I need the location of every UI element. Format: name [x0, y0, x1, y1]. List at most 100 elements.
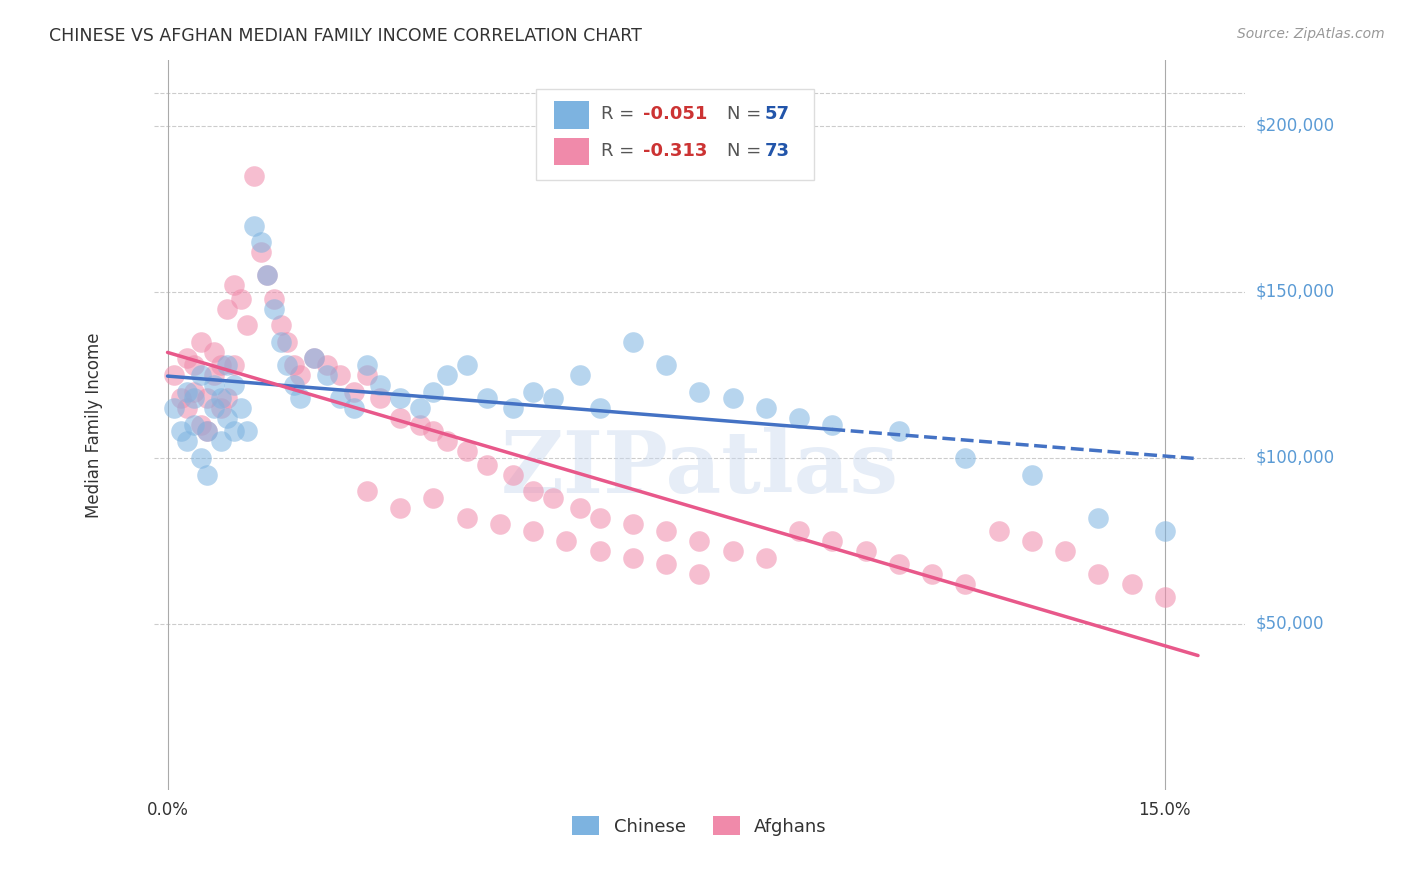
Point — [522, 484, 544, 499]
Point — [422, 384, 444, 399]
Point — [283, 358, 305, 372]
Point — [1021, 533, 1043, 548]
Point — [688, 567, 710, 582]
Bar — [554, 101, 589, 129]
Point — [256, 268, 278, 283]
Point — [456, 510, 478, 524]
Point — [1053, 544, 1076, 558]
Point — [170, 425, 193, 439]
Point — [621, 334, 644, 349]
Point — [290, 391, 312, 405]
Point — [368, 378, 391, 392]
Point — [436, 434, 458, 449]
Point — [887, 425, 910, 439]
Point — [290, 368, 312, 382]
Point — [389, 500, 412, 515]
Point — [389, 391, 412, 405]
Point — [197, 425, 219, 439]
Point — [190, 334, 212, 349]
Point — [568, 368, 591, 382]
Point — [202, 368, 225, 382]
Point — [855, 544, 877, 558]
Text: R =: R = — [602, 142, 640, 160]
Point — [522, 384, 544, 399]
Bar — [554, 137, 589, 166]
Point — [343, 401, 366, 416]
Legend: Chinese, Afghans: Chinese, Afghans — [572, 816, 827, 836]
Point — [436, 368, 458, 382]
Point — [475, 391, 498, 405]
Point — [621, 550, 644, 565]
Point — [222, 358, 245, 372]
Point — [688, 533, 710, 548]
Point — [316, 368, 339, 382]
Point — [921, 567, 943, 582]
Point — [202, 344, 225, 359]
Point — [456, 444, 478, 458]
Point — [316, 358, 339, 372]
Point — [217, 301, 239, 316]
Point — [1087, 567, 1109, 582]
Point — [329, 391, 352, 405]
Point — [243, 219, 266, 233]
Point — [356, 358, 378, 372]
Point — [217, 411, 239, 425]
Point — [541, 391, 564, 405]
Point — [409, 417, 432, 432]
Point — [176, 384, 198, 399]
Point — [276, 358, 298, 372]
Point — [183, 391, 205, 405]
Point — [1121, 577, 1143, 591]
Point — [821, 417, 844, 432]
Point — [163, 401, 186, 416]
Point — [217, 358, 239, 372]
Point — [283, 378, 305, 392]
Text: 73: 73 — [765, 142, 790, 160]
Point — [555, 533, 578, 548]
Point — [256, 268, 278, 283]
Text: -0.051: -0.051 — [643, 105, 707, 123]
Point — [475, 458, 498, 472]
Point — [343, 384, 366, 399]
Point — [263, 301, 285, 316]
Point — [209, 358, 232, 372]
Point — [209, 434, 232, 449]
Point — [987, 524, 1010, 538]
Point — [502, 401, 524, 416]
Point — [541, 491, 564, 505]
Point — [176, 434, 198, 449]
Point — [202, 401, 225, 416]
Point — [236, 318, 259, 333]
Point — [588, 544, 610, 558]
Text: $100,000: $100,000 — [1256, 449, 1334, 467]
Text: $150,000: $150,000 — [1256, 283, 1334, 301]
Point — [229, 401, 252, 416]
Point — [302, 351, 325, 366]
Point — [197, 467, 219, 482]
Text: $50,000: $50,000 — [1256, 615, 1324, 633]
Point — [389, 411, 412, 425]
Point — [422, 491, 444, 505]
Point — [655, 524, 678, 538]
Point — [236, 425, 259, 439]
Text: N =: N = — [727, 142, 766, 160]
Point — [489, 517, 512, 532]
Point — [955, 450, 977, 465]
Text: R =: R = — [602, 105, 640, 123]
Point — [190, 417, 212, 432]
Point — [209, 391, 232, 405]
Text: Source: ZipAtlas.com: Source: ZipAtlas.com — [1237, 27, 1385, 41]
Point — [329, 368, 352, 382]
Point — [721, 391, 744, 405]
Point — [183, 417, 205, 432]
Point — [787, 411, 810, 425]
Point — [502, 467, 524, 482]
Point — [955, 577, 977, 591]
Point — [522, 524, 544, 538]
Point — [588, 401, 610, 416]
Point — [1087, 510, 1109, 524]
Point — [249, 235, 271, 250]
Text: ZIPatlas: ZIPatlas — [501, 426, 898, 510]
Point — [1153, 524, 1175, 538]
Point — [197, 425, 219, 439]
